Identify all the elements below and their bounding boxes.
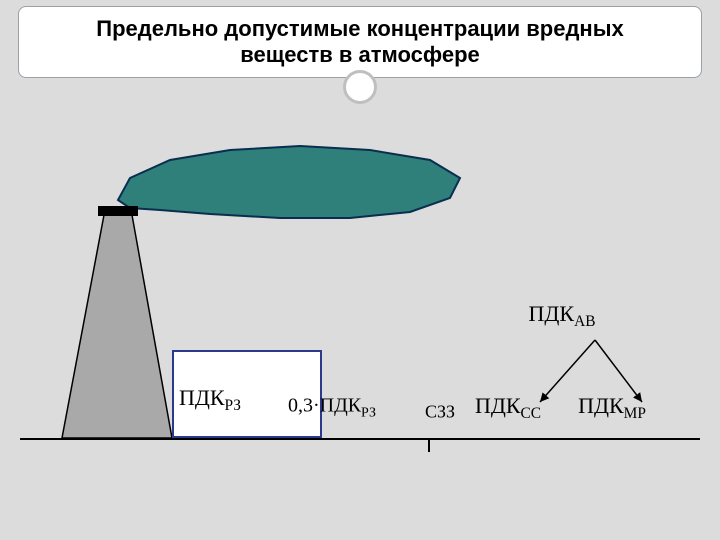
- diagram-canvas: ПДКРЗ 0,3·ПДКРЗ СЗЗ ПДКАВ ПДКСС ПДКМР: [0, 0, 720, 540]
- pdk-av-arrows: [0, 0, 720, 540]
